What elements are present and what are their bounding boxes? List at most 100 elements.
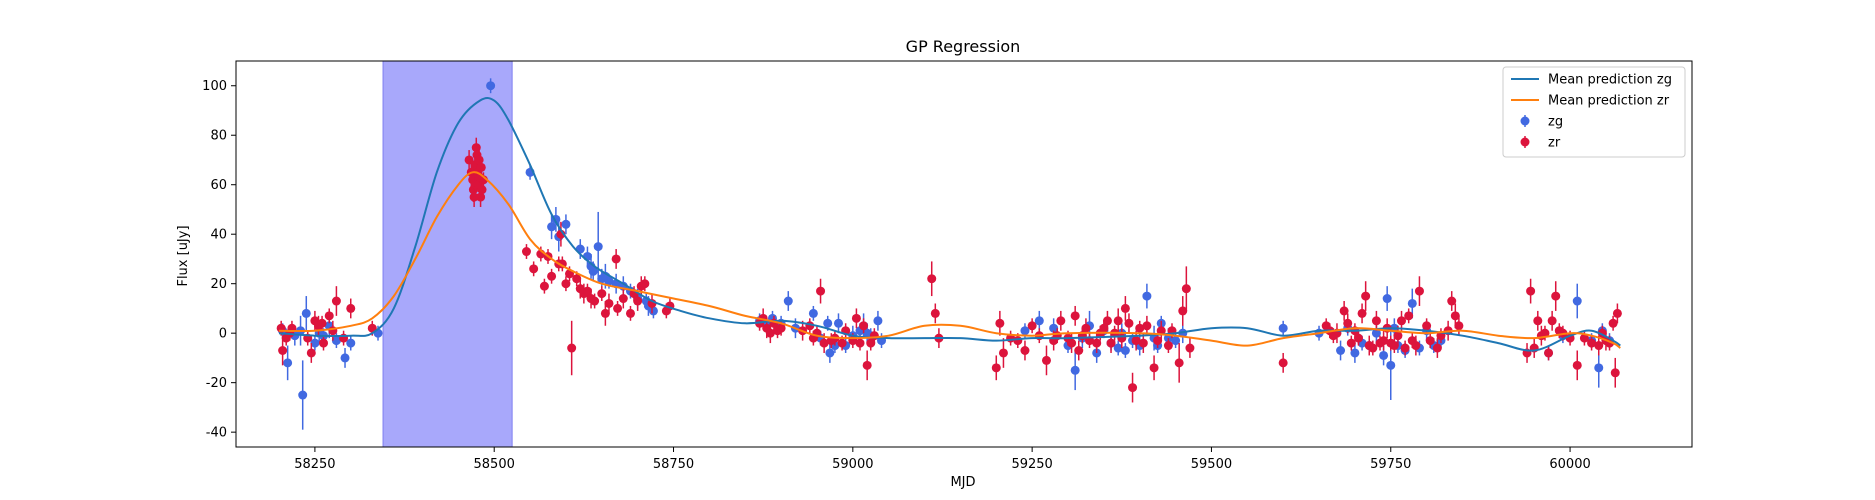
x-tick-label: 58500 bbox=[474, 457, 515, 472]
point-zr bbox=[1178, 306, 1188, 316]
point-zr bbox=[1393, 331, 1403, 341]
point-zr bbox=[582, 286, 592, 296]
point-zr bbox=[1572, 360, 1582, 370]
legend-marker-swatch bbox=[1520, 137, 1530, 147]
point-zg bbox=[298, 390, 308, 400]
point-zg bbox=[1572, 296, 1582, 306]
y-tick-label: -40 bbox=[206, 426, 227, 441]
point-zg bbox=[1594, 363, 1604, 373]
legend: Mean prediction zg Mean prediction zr zg zr bbox=[1502, 66, 1686, 158]
point-zr bbox=[927, 274, 937, 284]
point-zr bbox=[590, 296, 600, 306]
point-zg bbox=[873, 316, 883, 326]
point-zr bbox=[1128, 383, 1138, 393]
point-zg bbox=[1386, 360, 1396, 370]
point-zr bbox=[1117, 333, 1127, 343]
x-tick-label: 60000 bbox=[1549, 457, 1590, 472]
point-zr bbox=[995, 318, 1005, 328]
point-zr bbox=[1454, 321, 1464, 331]
point-zr bbox=[604, 298, 614, 308]
plot-area bbox=[235, 60, 1693, 448]
point-zr bbox=[1020, 346, 1030, 355]
point-zr bbox=[859, 321, 869, 331]
point-zr bbox=[765, 328, 775, 338]
point-zr bbox=[862, 360, 872, 370]
point-zr bbox=[640, 279, 650, 289]
point-zr bbox=[1357, 308, 1367, 318]
point-zg bbox=[561, 219, 571, 229]
point-zr bbox=[1185, 343, 1195, 353]
point-zr bbox=[1099, 323, 1109, 333]
point-zr bbox=[1135, 323, 1145, 333]
point-zg bbox=[588, 266, 598, 276]
point-zr bbox=[476, 192, 486, 202]
point-zr bbox=[1124, 318, 1134, 328]
point-zg bbox=[1371, 328, 1381, 338]
point-zr bbox=[1594, 341, 1604, 351]
point-zg bbox=[1278, 323, 1288, 333]
x-axis: 58250 58500 58750 59000 59250 59500 59750 60000 bbox=[294, 447, 1591, 472]
legend-label: zr bbox=[1548, 136, 1561, 151]
point-zg bbox=[593, 242, 603, 252]
y-tick-label: 0 bbox=[219, 327, 227, 342]
point-zr bbox=[998, 348, 1008, 358]
point-zr bbox=[613, 303, 623, 313]
legend-marker-swatch bbox=[1520, 116, 1530, 126]
point-zr bbox=[331, 296, 341, 306]
point-zr bbox=[1425, 336, 1435, 346]
point-zr bbox=[317, 318, 327, 328]
point-zg bbox=[1020, 326, 1030, 336]
point-zr bbox=[572, 274, 582, 284]
y-axis-label: Flux [uJy] bbox=[176, 225, 191, 286]
point-zr bbox=[529, 264, 539, 274]
point-zr bbox=[1056, 316, 1066, 326]
legend-label: zg bbox=[1548, 115, 1563, 130]
line-mean-prediction-zg bbox=[278, 96, 1621, 352]
point-zr bbox=[278, 346, 288, 355]
point-zg bbox=[825, 348, 835, 358]
point-zr bbox=[776, 323, 786, 333]
point-zr bbox=[1612, 308, 1622, 318]
chart-title: GP Regression bbox=[906, 37, 1021, 56]
point-zg bbox=[301, 308, 311, 318]
point-zr bbox=[866, 338, 876, 348]
point-zg bbox=[1382, 294, 1392, 304]
point-zr bbox=[1113, 316, 1123, 326]
point-zg bbox=[1350, 348, 1360, 358]
point-zr bbox=[1411, 341, 1421, 351]
point-zr bbox=[991, 363, 1001, 373]
point-zr bbox=[1013, 336, 1023, 346]
point-zg bbox=[1407, 298, 1417, 308]
x-tick-label: 58250 bbox=[294, 457, 335, 472]
plot-content bbox=[276, 61, 1622, 447]
point-zg bbox=[1142, 291, 1152, 301]
point-zr bbox=[1404, 311, 1414, 321]
point-zr bbox=[816, 286, 826, 296]
y-tick-label: 60 bbox=[210, 178, 227, 193]
point-zg bbox=[547, 222, 557, 232]
point-zr bbox=[324, 311, 334, 321]
point-zr bbox=[1067, 338, 1077, 348]
point-zr bbox=[1608, 318, 1618, 328]
point-zr bbox=[1544, 348, 1554, 358]
legend-label: Mean prediction zr bbox=[1548, 94, 1670, 109]
point-zg bbox=[1120, 346, 1130, 355]
point-zr bbox=[1149, 363, 1159, 373]
point-zg bbox=[1336, 346, 1346, 355]
point-zr bbox=[346, 303, 356, 313]
point-zr bbox=[476, 162, 486, 172]
point-zg bbox=[486, 81, 496, 91]
point-zg bbox=[1113, 343, 1123, 353]
point-zr bbox=[618, 294, 628, 304]
y-tick-label: -20 bbox=[206, 376, 227, 391]
y-tick-label: 20 bbox=[210, 277, 227, 292]
point-zr bbox=[869, 331, 879, 341]
y-tick-label: 100 bbox=[202, 79, 227, 94]
point-zr bbox=[1092, 338, 1102, 348]
point-zr bbox=[819, 338, 829, 348]
point-zg bbox=[1034, 316, 1044, 326]
point-zr bbox=[1361, 291, 1371, 301]
point-zg bbox=[346, 338, 356, 348]
point-zr bbox=[1041, 355, 1051, 365]
point-zr bbox=[1070, 311, 1080, 321]
